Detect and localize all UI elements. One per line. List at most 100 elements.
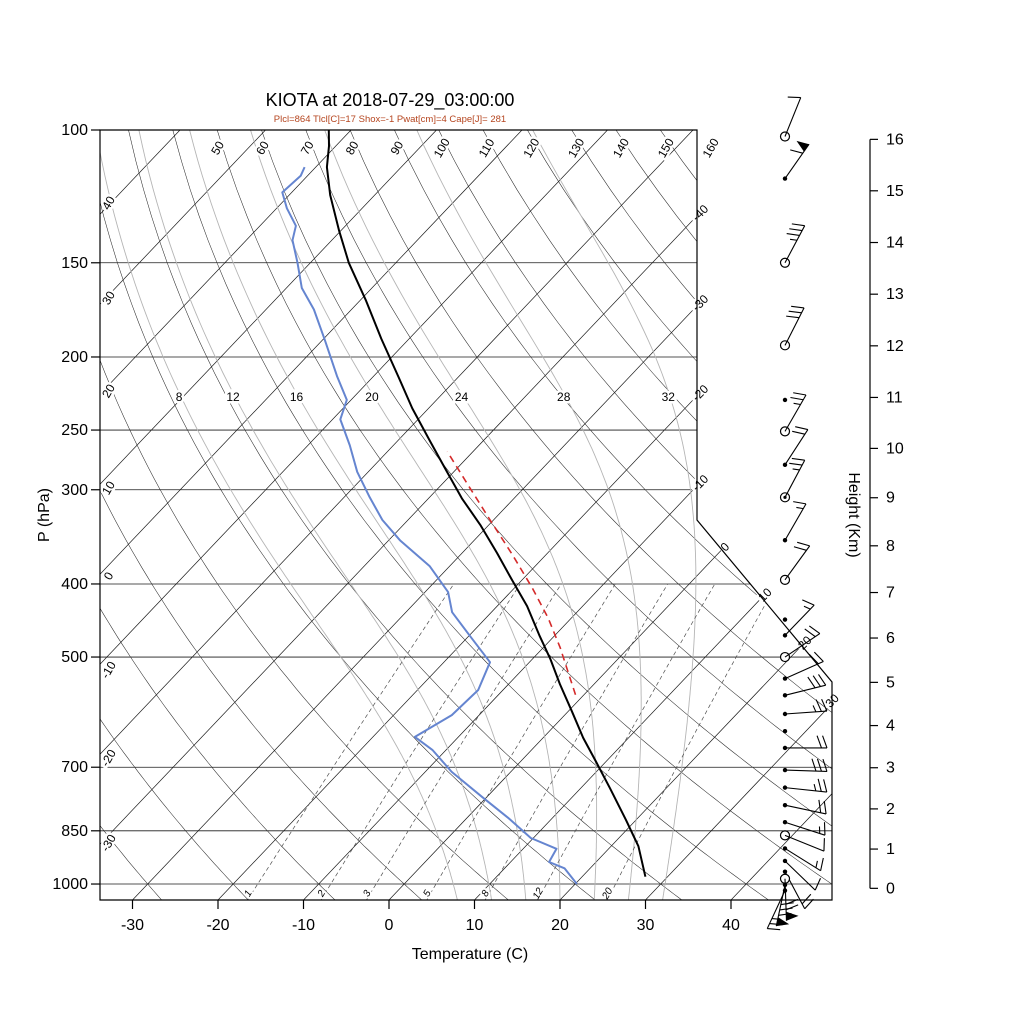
barb-full-tick: [818, 674, 827, 686]
wind-barb: [782, 799, 827, 815]
mixing-ratio-line: [247, 583, 455, 900]
dry-adiabat-line: [571, 130, 832, 900]
temperature-tick-label: 0: [385, 917, 394, 934]
barb-staff: [784, 787, 827, 793]
mixing-ratio-label: 8: [480, 888, 493, 899]
barb-full-tick: [812, 675, 821, 687]
barb-staff: [784, 710, 827, 715]
barb-staff: [784, 769, 827, 773]
barb-staff: [784, 143, 810, 179]
barb-staff: [784, 604, 815, 636]
barb-half-tick: [796, 506, 804, 510]
wind-barb: [782, 651, 824, 681]
barb-half-tick: [789, 238, 798, 241]
barb-full-tick: [814, 878, 822, 891]
barb-full-tick: [789, 228, 803, 232]
barb-staff: [766, 890, 786, 929]
mixing-ratio-label: 5: [421, 888, 434, 899]
barb-full-tick: [793, 546, 807, 551]
height-tick-label: 16: [886, 131, 904, 148]
height-tick-label: 15: [886, 183, 904, 200]
mixing-ratio-line: [484, 583, 668, 900]
barb-full-tick: [793, 501, 807, 505]
isotherm-line: [100, 130, 779, 900]
dry-adiabat-line: [100, 130, 162, 900]
dry-adiabat-line: [349, 130, 832, 900]
barb-full-tick: [791, 223, 805, 227]
temperature-tick-label: -30: [121, 917, 144, 934]
pressure-tick-label: 1000: [52, 876, 88, 893]
mixing-ratio-line: [537, 583, 716, 900]
barb-full-tick: [778, 912, 792, 916]
barb-full-tick: [808, 625, 821, 634]
height-tick-label: 2: [886, 801, 895, 818]
wind-barb: [782, 599, 815, 638]
barb-half-tick: [812, 705, 817, 713]
moist-adiabat-line: [250, 130, 561, 900]
moist-adiabat-line: [416, 130, 642, 900]
isotherm-line: [303, 130, 832, 900]
temperature-tick-label: 20: [551, 917, 569, 934]
barb-full-tick: [804, 628, 816, 638]
barb-full-tick: [823, 800, 827, 814]
barb-full-tick: [786, 315, 800, 319]
moist-adiabat-label: 16: [290, 390, 304, 404]
barb-staff: [784, 503, 807, 541]
pressure-tick-label: 250: [61, 422, 88, 439]
barb-staff: [784, 834, 825, 852]
temperature-tick-label: 40: [722, 917, 740, 934]
barb-full-tick: [790, 396, 804, 401]
dry-adiabat-line: [128, 130, 682, 900]
wind-barb: [782, 140, 810, 181]
barb-full-tick: [792, 430, 806, 435]
dry-adiabat-label-left: 0: [101, 569, 117, 582]
pressure-tick-label: 150: [61, 255, 88, 272]
wind-barb: [779, 305, 805, 351]
wind-barb: [766, 888, 788, 931]
temperature-tick-label: 30: [637, 917, 655, 934]
chart-indices-subtitle: Plcl=864 Tlcl[C]=17 Shox=-1 Pwat[cm]=4 C…: [273, 114, 507, 125]
barb-staff: [784, 394, 807, 432]
isotherm-line: [100, 130, 181, 900]
barb-half-tick: [803, 605, 811, 610]
temperature-curve: [325, 130, 647, 877]
wind-barb: [782, 617, 788, 622]
barb-full-tick: [779, 907, 793, 911]
height-tick-label: 6: [886, 630, 895, 647]
dry-adiabat-line: [100, 130, 249, 900]
barb-full-tick: [788, 310, 802, 314]
barb-full-tick: [822, 735, 828, 749]
isotherm-line: [100, 130, 608, 900]
barb-half-tick: [813, 783, 817, 791]
temperature-tick-label: -20: [206, 917, 229, 934]
moist-adiabat-label: 24: [455, 390, 469, 404]
moist-adiabat-label: 8: [176, 390, 183, 404]
dry-adiabat-label-top: 130: [565, 136, 587, 161]
moist-adiabat-label: 20: [365, 390, 379, 404]
pressure-axis: 100 150 200 250 300 400 500 700 850 1000: [52, 122, 100, 893]
wind-barb: [779, 541, 811, 585]
station-dot: [782, 397, 788, 403]
height-tick-label: 1: [886, 841, 895, 858]
mixing-ratio-line: [607, 583, 778, 900]
barb-staff: [784, 821, 826, 836]
moist-adiabat-label: 28: [557, 390, 571, 404]
wind-barb: [782, 778, 828, 793]
isotherm-line: [100, 130, 266, 900]
barb-full-tick: [793, 392, 807, 396]
height-tick-label: 7: [886, 585, 895, 602]
pressure-tick-label: 300: [61, 482, 88, 499]
dry-adiabat-line: [100, 130, 422, 900]
barb-full-tick: [790, 149, 803, 154]
barb-half-tick: [815, 860, 818, 868]
dry-adiabat-label-left: -30: [98, 832, 119, 854]
wind-barb: [782, 728, 788, 734]
dewpoint-curve: [281, 166, 578, 885]
barb-pennant: [776, 917, 790, 927]
wind-barb: [782, 698, 828, 717]
barb-full-tick: [818, 799, 822, 813]
dry-adiabat-line: [261, 130, 832, 900]
height-tick-label: 14: [886, 235, 904, 252]
dry-adiabat-label-top: 140: [610, 136, 632, 161]
